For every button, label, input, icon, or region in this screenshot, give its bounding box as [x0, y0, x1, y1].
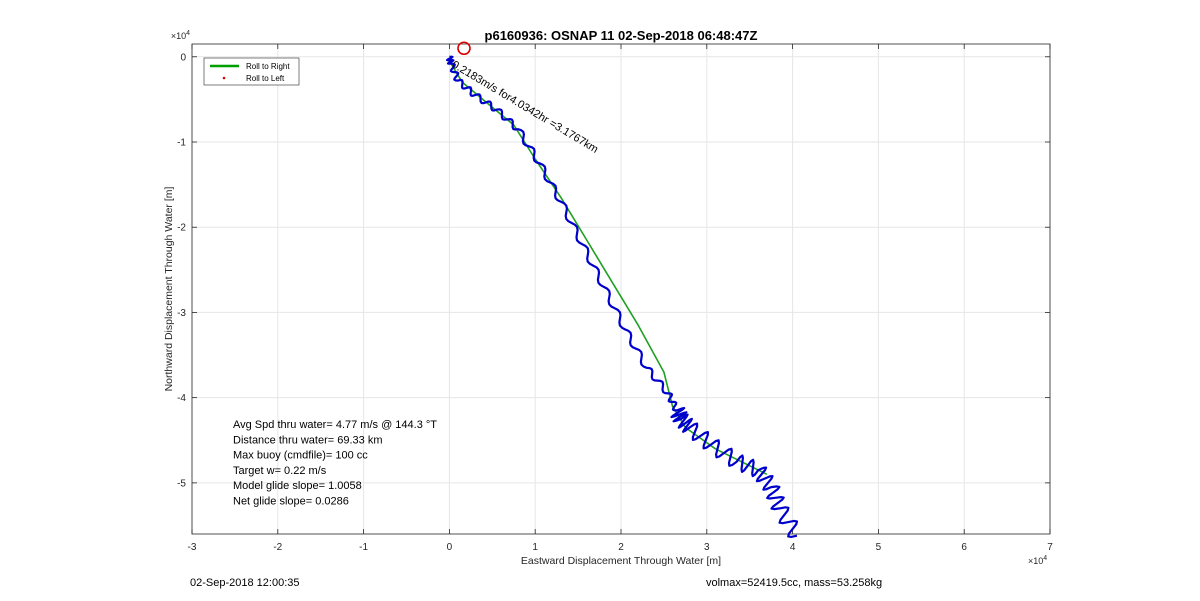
x-exponent-label: ×104	[1028, 555, 1047, 566]
legend-swatch-dot	[222, 76, 226, 80]
x-tick-label: 0	[447, 542, 453, 553]
x-tick-label: -2	[273, 542, 282, 553]
stats-line: Model glide slope= 1.0058	[233, 480, 362, 492]
x-tick-label: 7	[1047, 542, 1053, 553]
y-tick-label: -1	[177, 138, 186, 149]
stats-line: Target w= 0.22 m/s	[233, 465, 327, 477]
footer-volmax-mass: volmax=52419.5cc, mass=53.258kg	[706, 577, 883, 589]
footer-timestamp: 02-Sep-2018 12:00:35	[190, 577, 300, 589]
y-exponent-power: 4	[186, 30, 190, 37]
x-tick-label: 1	[532, 542, 538, 553]
x-tick-label: 2	[618, 542, 624, 553]
y-tick-label: -5	[177, 478, 186, 489]
y-tick-label: -3	[177, 308, 186, 319]
start-marker	[457, 41, 471, 56]
x-tick-label: 6	[961, 542, 967, 553]
x-exponent-power: 4	[1043, 555, 1047, 562]
legend-label: Roll to Right	[246, 62, 290, 71]
stats-line: Net glide slope= 0.0286	[233, 496, 349, 508]
x-tick-label: -3	[188, 542, 197, 553]
y-tick-label: 0	[180, 52, 186, 63]
series-line-track	[446, 55, 799, 538]
y-exponent-label: ×104	[171, 30, 190, 41]
y-axis-label: Northward Displacement Through Water [m]	[163, 187, 175, 392]
stats-line: Distance thru water= 69.33 km	[233, 434, 383, 446]
chart-title: p6160936: OSNAP 11 02-Sep-2018 06:48:47Z	[485, 28, 758, 43]
x-tick-label: -1	[359, 542, 368, 553]
x-tick-label: 4	[790, 542, 796, 553]
x-axis-label: Eastward Displacement Through Water [m]	[521, 555, 721, 567]
legend-box	[203, 57, 300, 86]
stats-line: Max buoy (cmdfile)= 100 cc	[233, 450, 368, 462]
y-tick-label: -4	[177, 393, 186, 404]
legend-label: Roll to Left	[246, 74, 285, 83]
x-tick-label: 5	[876, 542, 882, 553]
stats-line: Avg Spd thru water= 4.77 m/s @ 144.3 °T	[233, 419, 437, 431]
y-tick-label: -2	[177, 223, 186, 234]
x-tick-label: 3	[704, 542, 710, 553]
